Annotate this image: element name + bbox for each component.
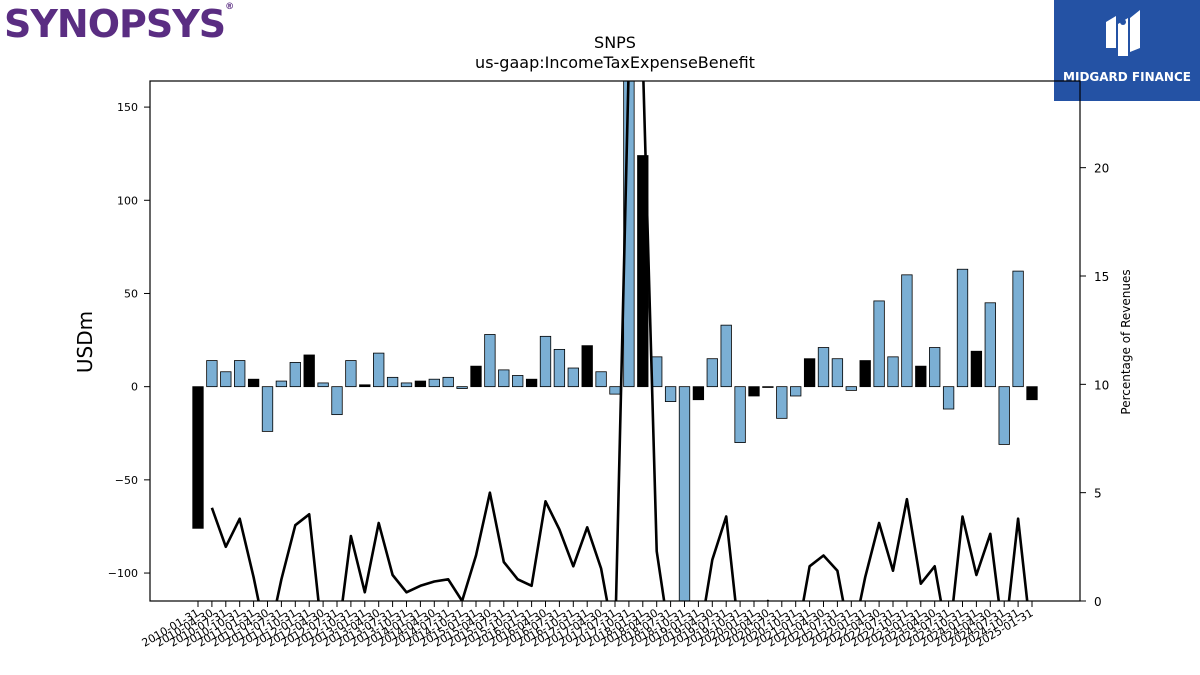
y-tick-label: 100 [117, 194, 138, 207]
bar [428, 378, 440, 388]
y-tick-label: 150 [117, 101, 138, 114]
bar [706, 358, 718, 388]
bar [386, 376, 399, 388]
y-tick-label: 50 [124, 287, 138, 300]
registered-mark: ® [225, 2, 234, 12]
bar [915, 365, 927, 388]
plot-frame [149, 80, 1081, 602]
bar [692, 386, 705, 401]
y2-tick-label: 5 [1094, 487, 1102, 501]
y-tick-label: −50 [115, 474, 138, 487]
bars-group [192, 81, 1038, 601]
bar [887, 356, 899, 388]
right-axis: 0 5 10 15 20 [1080, 162, 1109, 609]
y-tick-label: −100 [108, 567, 138, 580]
bar [206, 360, 218, 388]
bar [456, 386, 468, 389]
y2-tick-label: 0 [1094, 595, 1102, 609]
bar [275, 380, 288, 388]
bar [776, 386, 788, 419]
synopsys-logo: SYNOPSYS® [4, 2, 234, 46]
y2-tick-label: 20 [1094, 162, 1109, 176]
midgard-finance-label: MIDGARD FINANCE [1063, 70, 1191, 84]
bar [442, 376, 454, 388]
bar [609, 386, 621, 395]
bar [345, 360, 357, 388]
bar [678, 386, 691, 601]
bar [817, 347, 830, 388]
bar [192, 386, 204, 529]
bar [1026, 386, 1038, 401]
synopsys-logo-text: SYNOPSYS [4, 2, 226, 46]
bar [664, 386, 677, 402]
line-group [210, 81, 1029, 601]
bar [873, 300, 885, 388]
bar [525, 378, 538, 388]
bar [247, 378, 260, 388]
bar [484, 334, 496, 388]
midgard-logo-icon [1106, 10, 1140, 56]
bar [929, 347, 941, 388]
chart-title: SNPS [594, 33, 636, 52]
bar [1012, 270, 1024, 388]
bar [970, 350, 983, 388]
y-tick-label: 0 [131, 381, 138, 394]
bar [734, 386, 746, 443]
bar [762, 386, 774, 388]
bar [303, 354, 315, 388]
y2-tick-label: 15 [1094, 270, 1109, 284]
bar [539, 335, 552, 388]
y2-tick-label: 10 [1094, 378, 1109, 392]
bar [498, 369, 510, 388]
bar [470, 365, 482, 388]
bar [553, 348, 566, 388]
x-axis: 2010-01-312010-04-302010-07-312010-10-31… [140, 601, 1036, 650]
midgard-finance-badge: MIDGARD FINANCE [1054, 0, 1200, 101]
bar [720, 324, 732, 388]
left-axis: −100 −50 0 50 100 150 [108, 101, 150, 580]
bar [331, 386, 343, 416]
bar [414, 380, 427, 388]
bar [220, 371, 232, 388]
y-axis-label: USDm [73, 311, 97, 373]
bar [359, 384, 371, 388]
bar [831, 358, 844, 388]
bar [373, 352, 385, 388]
bar [901, 274, 913, 388]
bar [790, 386, 802, 397]
bar [956, 268, 969, 388]
bar [581, 345, 593, 388]
bar [984, 302, 996, 388]
bar [400, 382, 413, 388]
bar [317, 382, 329, 388]
bar [623, 81, 635, 388]
bar [567, 367, 579, 388]
bar [803, 358, 816, 388]
bar [234, 360, 246, 388]
bar [289, 362, 301, 388]
bar [261, 386, 274, 432]
bar [942, 386, 955, 410]
pct-revenue-line [210, 81, 1029, 601]
bar [595, 371, 607, 388]
bar [998, 386, 1010, 445]
chart-subtitle: us-gaap:IncomeTaxExpenseBenefit [475, 53, 755, 72]
bar [748, 386, 760, 397]
bar [512, 375, 524, 388]
bar [845, 386, 857, 391]
y2-axis-label: Percentage of Revenues [1119, 269, 1133, 414]
bar [859, 360, 871, 388]
